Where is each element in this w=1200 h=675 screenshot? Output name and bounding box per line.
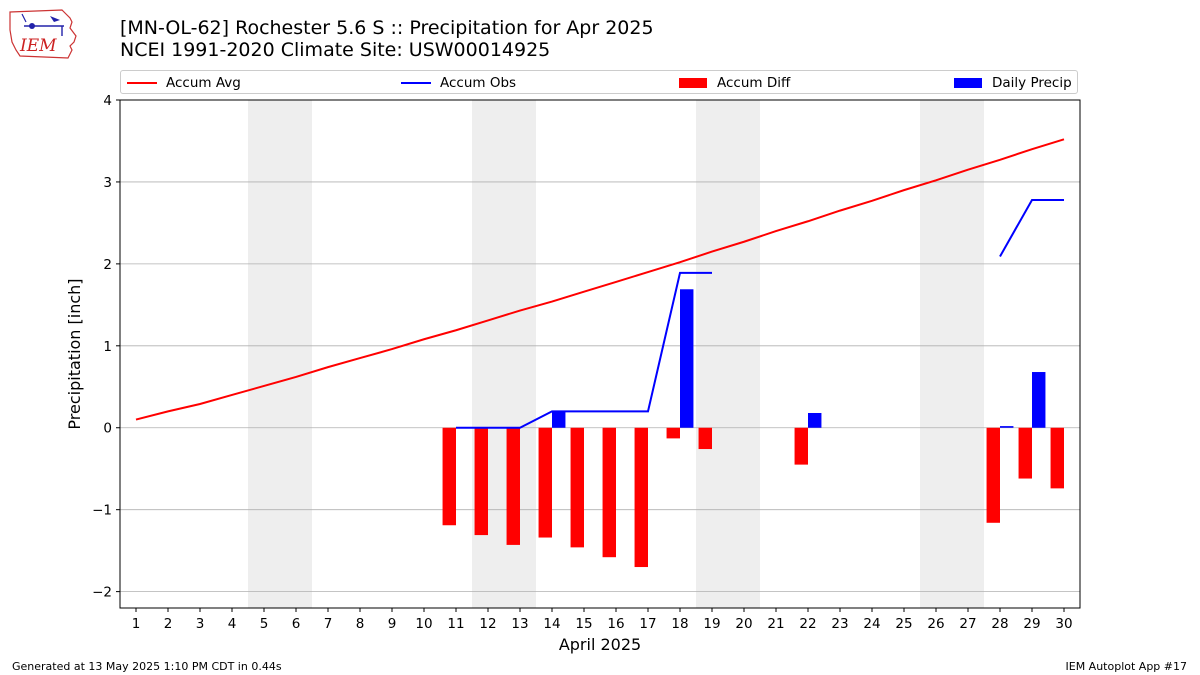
y-tick-label-0: −2 — [92, 585, 112, 601]
x-tick-label-7: 7 — [324, 616, 333, 632]
weekend-shade-0 — [248, 100, 312, 608]
x-tick-label-21: 21 — [767, 616, 784, 632]
accum-diff-bar-day-22 — [794, 427, 808, 465]
y-tick-label-5: 3 — [103, 175, 112, 191]
weekend-shade-2 — [696, 100, 760, 608]
x-tick-label-13: 13 — [511, 616, 528, 632]
y-tick-label-2: 0 — [103, 421, 112, 437]
x-tick-label-20: 20 — [735, 616, 752, 632]
weekend-shade-3 — [920, 100, 984, 608]
accum-diff-bar-day-13 — [506, 427, 520, 545]
x-tick-label-30: 30 — [1055, 616, 1072, 632]
y-axis-label: Precipitation [inch] — [65, 278, 84, 429]
daily-precip-bar-day-14 — [552, 411, 566, 428]
x-tick-label-1: 1 — [132, 616, 141, 632]
x-tick-label-8: 8 — [356, 616, 365, 632]
x-tick-label-26: 26 — [927, 616, 944, 632]
x-tick-label-15: 15 — [575, 616, 592, 632]
accum-diff-bar-day-17 — [634, 427, 648, 568]
daily-precip-bar-day-22 — [808, 412, 822, 428]
footer-app-text: IEM Autoplot App #17 — [1065, 660, 1188, 673]
accum-diff-bar-day-28 — [986, 427, 1000, 523]
x-tick-label-16: 16 — [607, 616, 624, 632]
legend-swatch-daily-precip — [954, 78, 982, 88]
x-tick-label-10: 10 — [415, 616, 432, 632]
x-tick-label-29: 29 — [1023, 616, 1040, 632]
legend-swatch-accum-diff — [679, 78, 707, 88]
accum-obs-line-segment-1 — [999, 198, 1064, 257]
legend-swatch-accum-avg — [127, 82, 157, 84]
x-tick-label-24: 24 — [863, 616, 880, 632]
iem-logo: IEM — [9, 9, 77, 59]
legend-label-accum-diff: Accum Diff — [717, 75, 791, 91]
y-tick-label-4: 2 — [103, 257, 112, 273]
legend-swatch-accum-obs — [401, 82, 431, 84]
x-tick-label-6: 6 — [292, 616, 301, 632]
daily-precip-bar-day-29 — [1032, 372, 1046, 428]
daily-precip-bar-day-18 — [680, 289, 694, 428]
x-tick-label-19: 19 — [703, 616, 720, 632]
accum-avg-line — [135, 138, 1065, 421]
x-tick-label-14: 14 — [543, 616, 560, 632]
accum-diff-bar-day-29 — [1018, 427, 1032, 479]
legend: Accum Avg Accum Obs Accum Diff Daily Pre… — [120, 70, 1078, 94]
bars — [442, 289, 1064, 568]
legend-item-accum-diff: Accum Diff — [679, 74, 790, 92]
x-axis-label: April 2025 — [559, 635, 641, 654]
accum-diff-bar-day-14 — [538, 427, 552, 538]
x-tick-label-28: 28 — [991, 616, 1008, 632]
legend-label-accum-avg: Accum Avg — [166, 75, 241, 91]
accum-diff-bar-day-19 — [698, 427, 712, 450]
accum-diff-bar-day-30 — [1050, 427, 1064, 489]
x-tick-label-5: 5 — [260, 616, 269, 632]
logo-state-outline — [9, 9, 77, 59]
accum-diff-bar-day-16 — [602, 427, 616, 558]
chart-subtitle: NCEI 1991-2020 Climate Site: USW00014925 — [120, 39, 551, 61]
chart-title: [MN-OL-62] Rochester 5.6 S :: Precipitat… — [120, 17, 654, 39]
plot-frame — [119, 99, 1081, 609]
accum-diff-bar-day-15 — [570, 427, 584, 548]
legend-item-daily-precip: Daily Precip — [954, 74, 1072, 92]
x-tick-label-3: 3 — [196, 616, 205, 632]
x-tick-label-9: 9 — [388, 616, 397, 632]
accum-diff-bar-day-11 — [442, 427, 456, 526]
daily-precip-bar-day-28 — [1000, 426, 1014, 428]
y-tick-label-3: 1 — [103, 339, 112, 355]
legend-item-accum-avg: Accum Avg — [127, 74, 241, 92]
accum-diff-bar-day-18 — [666, 427, 680, 439]
accum-obs-line-segment-0 — [456, 271, 712, 429]
x-tick-label-23: 23 — [831, 616, 848, 632]
x-tick-label-2: 2 — [164, 616, 173, 632]
weekend-shade-1 — [472, 100, 536, 608]
x-tick-label-4: 4 — [228, 616, 237, 632]
legend-item-accum-obs: Accum Obs — [401, 74, 516, 92]
x-tick-label-12: 12 — [479, 616, 496, 632]
lines — [135, 138, 1065, 429]
weekend-shading — [248, 100, 984, 608]
legend-label-accum-obs: Accum Obs — [440, 75, 517, 91]
x-tick-label-11: 11 — [447, 616, 464, 632]
x-tick-label-18: 18 — [671, 616, 688, 632]
logo-text: IEM — [19, 36, 57, 56]
footer-generated-text: Generated at 13 May 2025 1:10 PM CDT in … — [12, 660, 282, 673]
legend-label-daily-precip: Daily Precip — [992, 75, 1072, 91]
grid-lines — [120, 99, 1080, 593]
x-tick-label-22: 22 — [799, 616, 816, 632]
y-tick-label-1: −1 — [92, 503, 112, 519]
accum-diff-bar-day-12 — [474, 427, 488, 536]
x-tick-label-17: 17 — [639, 616, 656, 632]
x-tick-label-25: 25 — [895, 616, 912, 632]
x-tick-label-27: 27 — [959, 616, 976, 632]
y-tick-label-6: 4 — [103, 93, 112, 109]
